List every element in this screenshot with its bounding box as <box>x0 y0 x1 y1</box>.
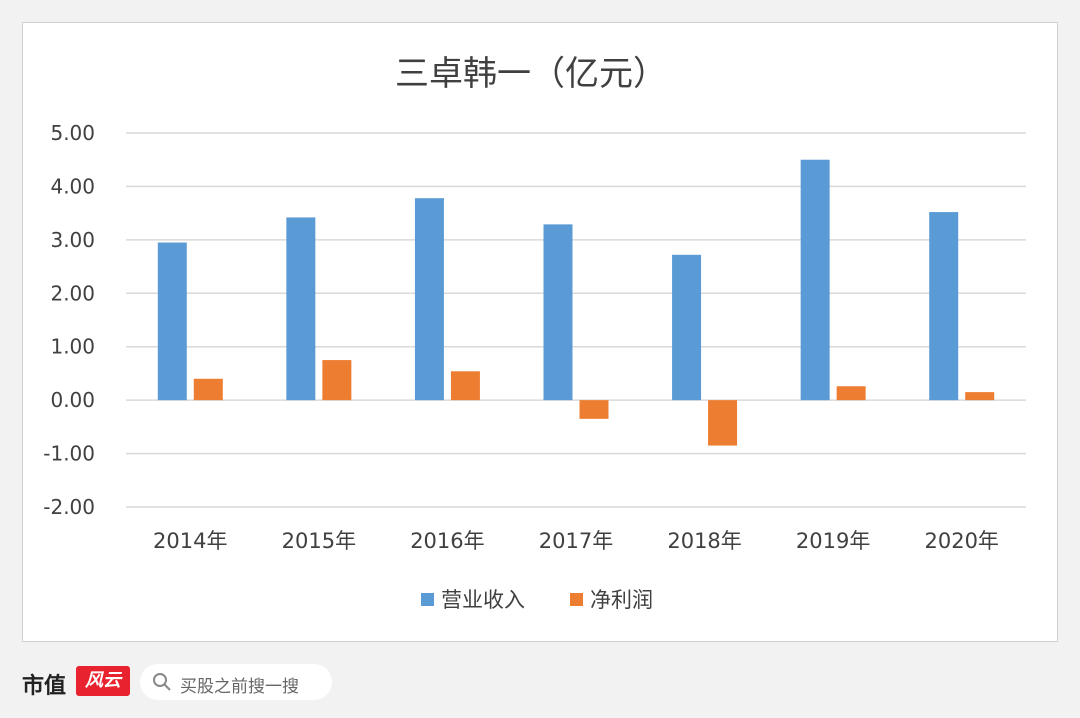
y-tick-label: 1.00 <box>50 335 95 359</box>
bar-revenue <box>286 217 316 401</box>
bar-revenue <box>672 254 702 401</box>
brand-logo: 风云 <box>76 666 130 696</box>
bar-net-profit <box>450 371 480 401</box>
bar-net-profit <box>836 386 866 401</box>
search-icon <box>153 673 171 691</box>
legend-swatch <box>570 593 583 606</box>
y-tick-label: -1.00 <box>43 442 95 466</box>
bar-revenue <box>414 198 444 401</box>
grid-lines <box>126 132 1026 508</box>
bar-chart: 三卓韩一（亿元） 5.00 4.00 3.00 2.00 1.00 0.00 -1.00 -2… <box>43 54 1026 612</box>
bar-net-profit <box>322 360 352 401</box>
bar-revenue <box>157 242 187 401</box>
y-tick-label: 2.00 <box>50 281 95 305</box>
y-tick-label: 3.00 <box>50 228 95 252</box>
x-tick-label: 2014年 <box>153 529 227 553</box>
y-axis: 5.00 4.00 3.00 2.00 1.00 0.00 -1.00 -2.00 <box>43 121 95 519</box>
bar-net-profit <box>708 400 738 446</box>
legend-label: 营业收入 <box>441 588 525 612</box>
bar-net-profit <box>193 378 223 401</box>
y-tick-label: 4.00 <box>50 174 95 198</box>
y-tick-label: 0.00 <box>50 388 95 412</box>
bar-revenue <box>929 212 959 401</box>
x-tick-label: 2019年 <box>796 529 870 553</box>
x-axis: 2014年 2015年 2016年 2017年 2018年 2019年 2020年 <box>153 529 999 553</box>
bar-net-profit <box>965 392 995 401</box>
chart-title: 三卓韩一（亿元） <box>395 54 667 94</box>
y-tick-label: 5.00 <box>50 121 95 145</box>
bars <box>157 159 995 446</box>
x-tick-label: 2015年 <box>282 529 356 553</box>
brand-bar: 市值 风云 买股之前搜一搜 <box>0 650 1080 718</box>
x-tick-label: 2016年 <box>410 529 484 553</box>
bar-net-profit <box>579 400 609 419</box>
bar-revenue <box>800 159 830 401</box>
x-tick-label: 2020年 <box>924 529 998 553</box>
y-tick-label: -2.00 <box>43 495 95 519</box>
legend: 营业收入 净利润 <box>421 588 653 612</box>
legend-label: 净利润 <box>590 588 653 612</box>
bar-revenue <box>543 224 573 401</box>
brand-name: 市值 <box>22 674 67 699</box>
chart-card: 三卓韩一（亿元） 5.00 4.00 3.00 2.00 1.00 0.00 -1.00 -2… <box>22 22 1058 642</box>
search-placeholder: 买股之前搜一搜 <box>180 677 299 697</box>
x-tick-label: 2017年 <box>539 529 613 553</box>
search-box[interactable]: 买股之前搜一搜 <box>140 664 332 700</box>
legend-swatch <box>421 593 434 606</box>
x-tick-label: 2018年 <box>667 529 741 553</box>
